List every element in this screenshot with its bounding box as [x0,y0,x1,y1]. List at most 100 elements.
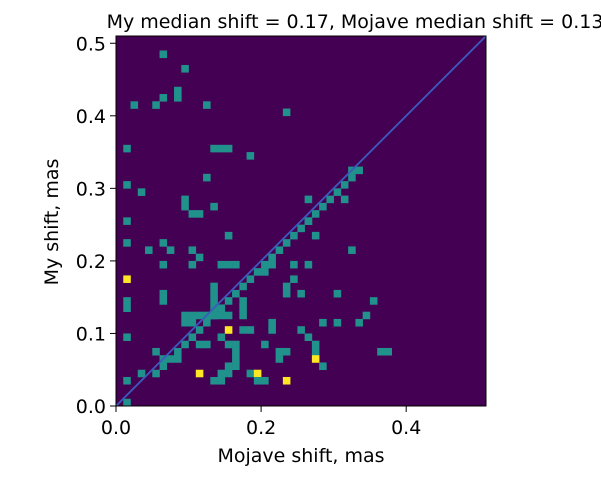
heatmap-cell [239,282,247,291]
heatmap-cell [239,311,247,320]
heatmap-cell [217,304,226,312]
heatmap-cell [181,65,189,73]
heatmap-cell [246,275,255,283]
heatmap-cell [195,311,204,320]
plot-frame [115,35,487,407]
heatmap-cell [232,340,240,349]
heatmap-cell [319,362,327,371]
heatmap-cell [159,297,168,305]
heatmap-cell [159,289,168,298]
heatmap-cell [369,297,378,305]
heatmap-cell [275,246,284,254]
heatmap-cell [333,318,342,327]
heatmap-cell [355,166,363,175]
heatmap-cell [290,275,298,283]
heatmap-cell [348,246,356,254]
heatmap-cell [123,239,131,247]
heatmap-cell [181,311,189,320]
heatmap-cell [282,239,291,247]
heatmap-cell [224,362,233,371]
heatmap-cell [123,275,131,283]
heatmap-cell [246,326,255,334]
heatmap-cell [217,376,226,385]
heatmap-cell [123,144,131,153]
heatmap-cell [188,246,197,254]
heatmap-cell [304,217,313,225]
heatmap-cell [232,260,240,269]
heatmap-cell [188,311,197,320]
heatmap-cell [319,318,327,327]
x-axis-ticks: 0.0 0.2 0.4 [101,406,421,439]
heatmap-cell [210,202,218,211]
heatmap-cell [311,340,320,349]
chart-title: My median shift = 0.17, Mojave median sh… [107,11,601,33]
heatmap-cell [246,152,255,160]
heatmap-cell [195,326,204,334]
heatmap-cell [174,355,182,363]
heatmap-cell [217,260,226,269]
heatmap-cell [340,195,349,204]
x-tick-label: 0.4 [391,417,421,439]
heatmap-cell [311,347,320,356]
heatmap-cell [123,376,131,385]
heatmap-cell [384,347,392,356]
heatmap-cell [210,289,218,298]
heatmap-cell [123,297,131,305]
heatmap-cell [123,398,131,407]
heatmap-cell [282,347,291,356]
heatmap-cell [224,144,233,153]
heatmap-cell [203,101,211,109]
heatmap-cell [224,231,233,240]
heatmap-cell [261,340,269,349]
heatmap-cell [166,355,175,363]
heatmap-cell [355,318,363,327]
heatmap-cell [333,188,342,196]
heatmap-cell [311,231,320,240]
heatmap-cell [166,246,175,254]
identity-line [115,35,487,407]
x-axis-label: Mojave shift, mas [217,445,384,467]
y-tick-label: 0.0 [76,396,106,418]
heatmap-cell [217,144,226,153]
heatmap-cell [123,181,131,189]
heatmap-cell [152,369,160,378]
heatmap-cell [181,195,189,204]
heatmap-cell [311,355,320,363]
heatmap-cell [210,376,218,385]
heatmap-cell [268,253,276,262]
heatmap-cell [224,326,233,334]
heatmap-cell [297,289,305,298]
heatmap-cell [210,144,218,153]
heatmap-cell [319,202,327,211]
y-tick-label: 0.2 [76,251,106,273]
heatmap-cell [203,318,211,327]
heatmap-cell [145,246,153,254]
heatmap-cell [232,355,240,363]
heatmap-cell [181,202,189,211]
heatmap-cell [203,173,211,182]
heatmap-cell [217,311,226,320]
heatmap-cell [210,282,218,291]
heatmap-cell [174,347,182,356]
heatmap-cell [239,326,247,334]
heatmap-cell [232,362,240,371]
heatmap-cell [159,260,168,269]
heatmap-cell [159,50,168,59]
heatmap-cell [152,101,160,109]
heatmap-cell [159,94,168,102]
x-tick-label: 0.0 [101,417,131,439]
heatmap-cell [217,369,226,378]
heatmap-cell [188,318,197,327]
x-tick-label: 0.2 [246,417,276,439]
heatmap-cell [282,376,291,385]
heatmap-cell [137,188,146,196]
heatmap-cell [123,304,131,312]
heatmap-cell [181,340,189,349]
heatmap-cell [311,210,320,218]
heatmap-cell [159,362,168,371]
heatmap-cell [232,289,240,298]
heatmap-cell [297,326,305,334]
heatmap-cell [174,86,182,95]
y-axis-label: My shift, mas [41,159,63,286]
